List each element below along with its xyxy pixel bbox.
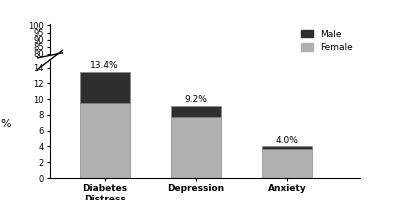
Bar [262, 162, 312, 163]
Bar [171, 117, 221, 178]
Legend: Male, Female: Male, Female [298, 27, 356, 55]
Bar [80, 72, 130, 103]
Text: 13.4%: 13.4% [90, 61, 119, 70]
Bar [262, 146, 312, 149]
Bar [171, 155, 221, 157]
Text: 9.2%: 9.2% [184, 95, 207, 104]
Bar [262, 149, 312, 178]
Bar [80, 103, 130, 178]
Bar [80, 155, 130, 168]
Bar [171, 106, 221, 117]
Text: %: % [1, 119, 11, 129]
Text: 4.0%: 4.0% [276, 136, 298, 145]
Bar [171, 157, 221, 168]
Bar [80, 149, 130, 155]
Bar [262, 163, 312, 168]
